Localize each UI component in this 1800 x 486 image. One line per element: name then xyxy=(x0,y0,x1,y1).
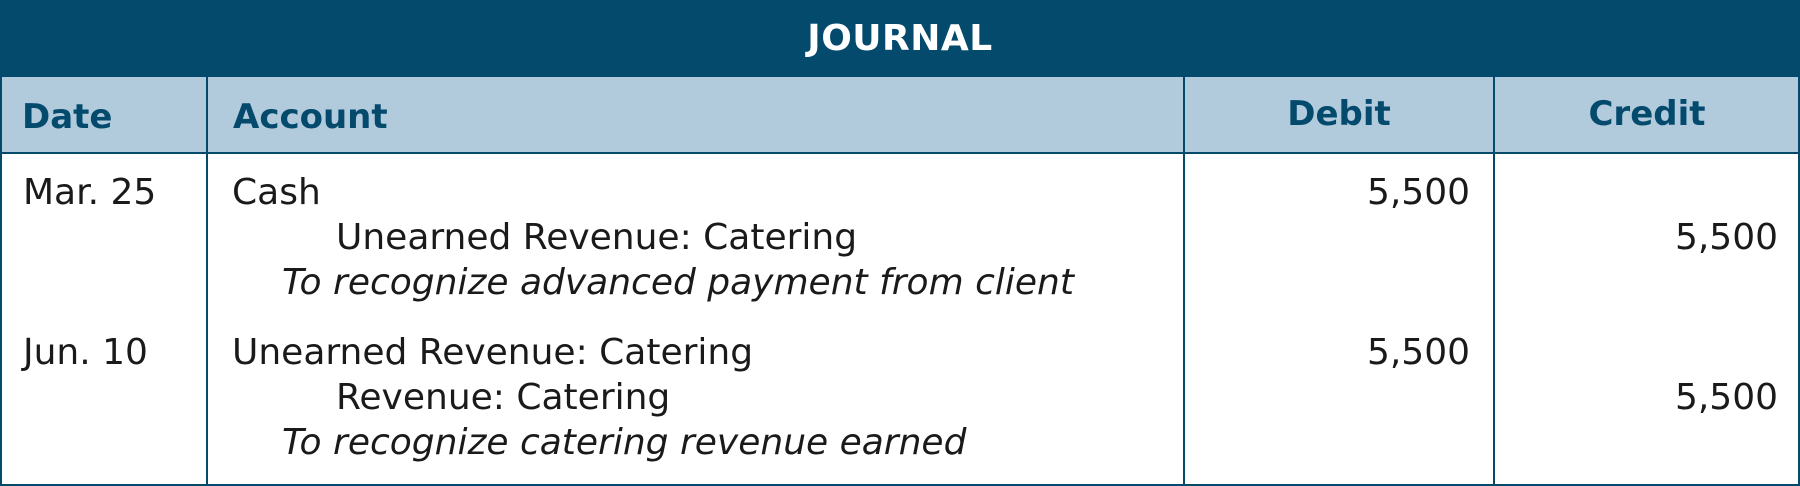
entry-date: Mar. 25 xyxy=(23,172,157,213)
entry-debit-account: Cash xyxy=(232,172,321,213)
entry-credit-amount: 5,500 xyxy=(1674,377,1778,418)
entry-debit-amount: 5,500 xyxy=(1366,332,1470,373)
header-divider xyxy=(0,152,1800,154)
column-divider xyxy=(206,77,208,486)
entry-credit-account: Unearned Revenue: Catering xyxy=(336,217,858,258)
column-header-credit: Credit xyxy=(1588,93,1706,134)
table-border-right xyxy=(1798,77,1800,486)
column-header-account: Account xyxy=(233,96,388,137)
entry-debit-account: Unearned Revenue: Catering xyxy=(232,332,754,373)
entry-credit-amount: 5,500 xyxy=(1674,217,1778,258)
column-header-date: Date xyxy=(22,96,113,137)
column-header-debit: Debit xyxy=(1287,93,1391,134)
column-divider xyxy=(1493,77,1495,486)
entry-explanation: To recognize catering revenue earned xyxy=(282,422,967,463)
journal-title: JOURNAL xyxy=(807,18,993,59)
entry-explanation: To recognize advanced payment from clien… xyxy=(282,262,1074,303)
table-border-bottom xyxy=(0,484,1800,486)
column-header-row: Date Account Debit Credit xyxy=(0,77,1800,154)
journal-title-bar: JOURNAL xyxy=(0,0,1800,77)
entry-credit-account: Revenue: Catering xyxy=(336,377,671,418)
entry-debit-amount: 5,500 xyxy=(1366,172,1470,213)
table-border-left xyxy=(0,77,2,486)
entry-date: Jun. 10 xyxy=(23,332,148,373)
column-divider xyxy=(1183,77,1185,486)
